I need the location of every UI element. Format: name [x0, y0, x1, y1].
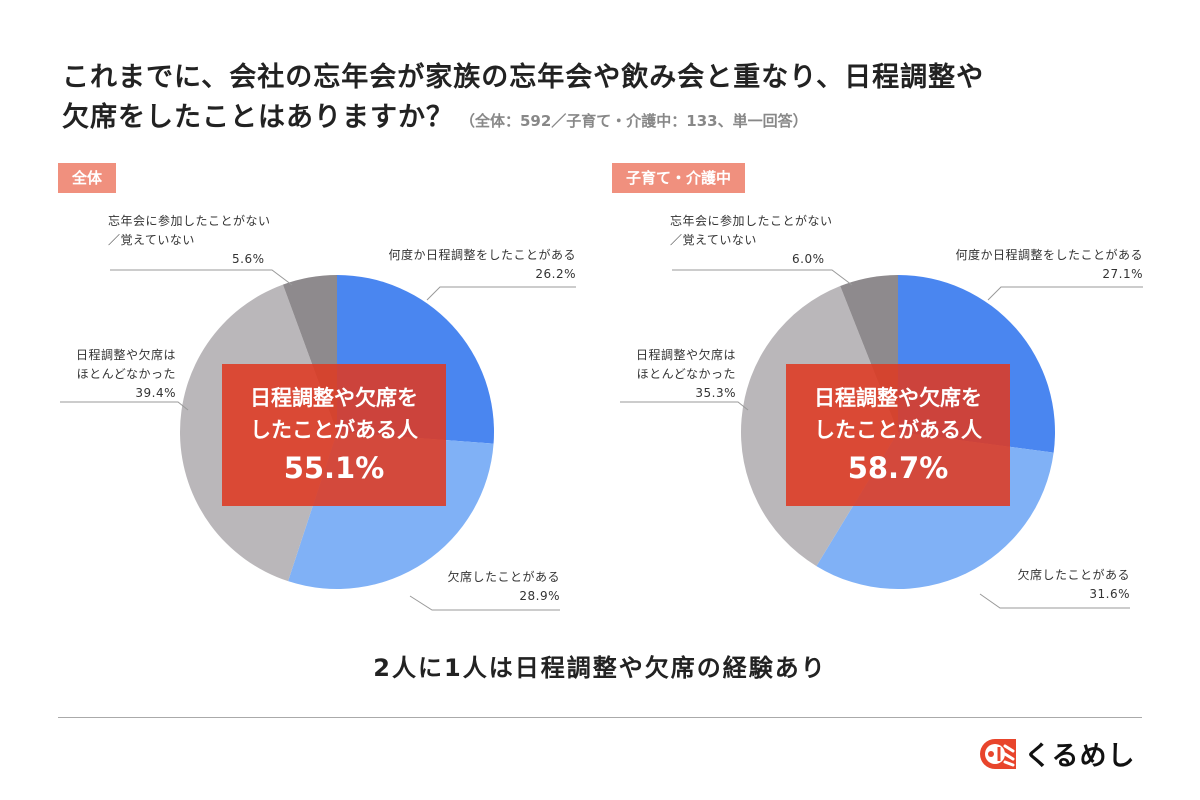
leader-line [60, 401, 189, 411]
title-line-2: 欠席をしたことはありますか？ [62, 102, 454, 133]
divider [58, 717, 1142, 718]
leader-line [110, 269, 293, 286]
logo-text: くるめし [1024, 741, 1136, 772]
leader-line [979, 593, 1130, 609]
logo: くるめし [978, 734, 1135, 773]
tag-all: 全体 [58, 163, 117, 193]
leader-line [426, 286, 576, 301]
leader-lines [60, 269, 1143, 611]
subtitle: （全体：592／子育て・介護中：133、単一回答） [460, 112, 808, 130]
label-gray-all: 日程調整や欠席は ほとんどなかった 39.4% [75, 348, 176, 400]
conclusion: 2人に1人は日程調整や欠席の経験あり [373, 654, 827, 682]
label-blue-care: 何度か日程調整をしたことがある 27.1% [955, 248, 1143, 281]
leader-line [672, 269, 853, 286]
callout-value: 58.7% [847, 451, 949, 485]
callout-care: 日程調整や欠席を したことがある人 58.7% [786, 364, 1010, 506]
label-dark-all: 忘年会に参加したことがない ／覚えていない 5.6% [108, 214, 271, 266]
label-blue-all: 何度か日程調整をしたことがある 26.2% [388, 248, 576, 281]
label-dark-care: 忘年会に参加したことがない ／覚えていない 6.0% [670, 214, 833, 266]
tag-parenting-care: 子育て・介護中 [612, 163, 746, 193]
leader-line [620, 401, 749, 411]
label-gray-care: 日程調整や欠席は ほとんどなかった 35.3% [635, 348, 736, 400]
leader-line [987, 286, 1143, 301]
leader-line [409, 595, 560, 611]
title-line-1: これまでに、会社の忘年会が家族の忘年会や飲み会と重なり、日程調整や [62, 62, 985, 93]
chart-title: これまでに、会社の忘年会が家族の忘年会や飲み会と重なり、日程調整や 欠席をしたこ… [62, 58, 984, 141]
callout-value: 55.1% [283, 451, 385, 485]
logo-icon [980, 738, 1016, 769]
callout-all: 日程調整や欠席を したことがある人 55.1% [222, 364, 446, 506]
label-lightblue-all: 欠席したことがある 28.9% [447, 570, 560, 603]
label-lightblue-care: 欠席したことがある 31.6% [1017, 568, 1130, 601]
